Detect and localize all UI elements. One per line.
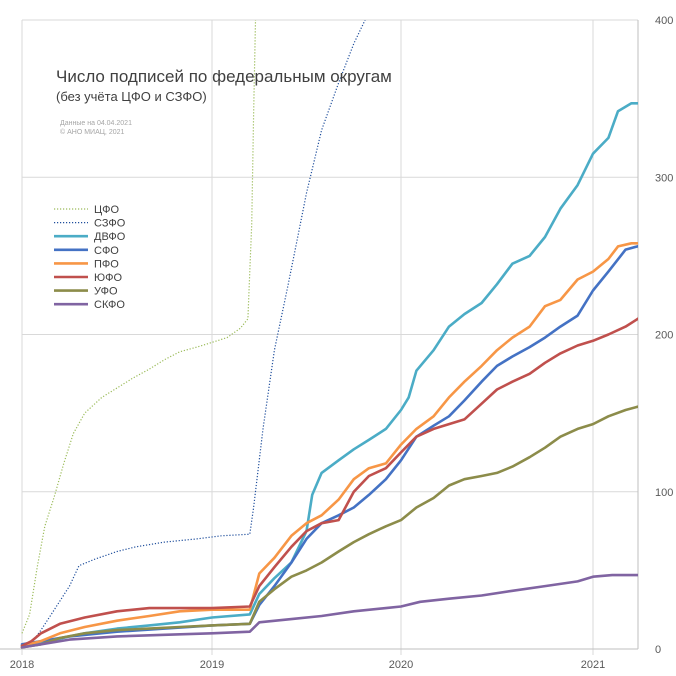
tick-labels: 0 100 200 300 400 2018 2019 2020 2021 — [10, 15, 674, 671]
chart-subtitle: (без учёта ЦФО и СЗФО) — [56, 89, 207, 104]
y-tick-label: 100 — [655, 487, 673, 499]
series-line-6 — [20, 405, 638, 649]
legend-label: ЮФО — [94, 272, 122, 284]
series-line-7 — [20, 573, 638, 649]
legend-label: СКФО — [94, 299, 125, 311]
legend-label: ЦФО — [94, 204, 120, 216]
y-tick-label: 0 — [655, 644, 661, 656]
chart-title: Число подписей по федеральным округам — [56, 67, 392, 86]
series-line-1 — [21, 20, 366, 647]
legend-label: ПФО — [94, 258, 119, 270]
chart-note-date: Данные на 04.04.2021 — [60, 120, 132, 127]
x-tick-label: 2019 — [200, 659, 224, 671]
series-line-5 — [20, 317, 638, 648]
y-tick-label: 400 — [655, 15, 673, 27]
legend-label: УФО — [94, 286, 118, 298]
axis-lines — [0, 20, 639, 650]
legend-label: СЗФО — [94, 218, 126, 230]
legend-label: СФО — [94, 245, 119, 257]
y-tick-label: 200 — [655, 330, 673, 342]
y-tick-label: 300 — [655, 172, 673, 184]
series-line-4 — [20, 242, 638, 648]
grid-lines — [21, 19, 638, 655]
legend-label: ДВФО — [94, 231, 126, 243]
series-group — [20, 20, 638, 649]
series-line-2 — [20, 102, 638, 648]
x-tick-label: 2021 — [581, 659, 605, 671]
x-tick-label: 2020 — [389, 659, 413, 671]
x-tick-label: 2018 — [10, 659, 34, 671]
chart-note-copyright: © АНО МИАЦ, 2021 — [60, 128, 124, 136]
